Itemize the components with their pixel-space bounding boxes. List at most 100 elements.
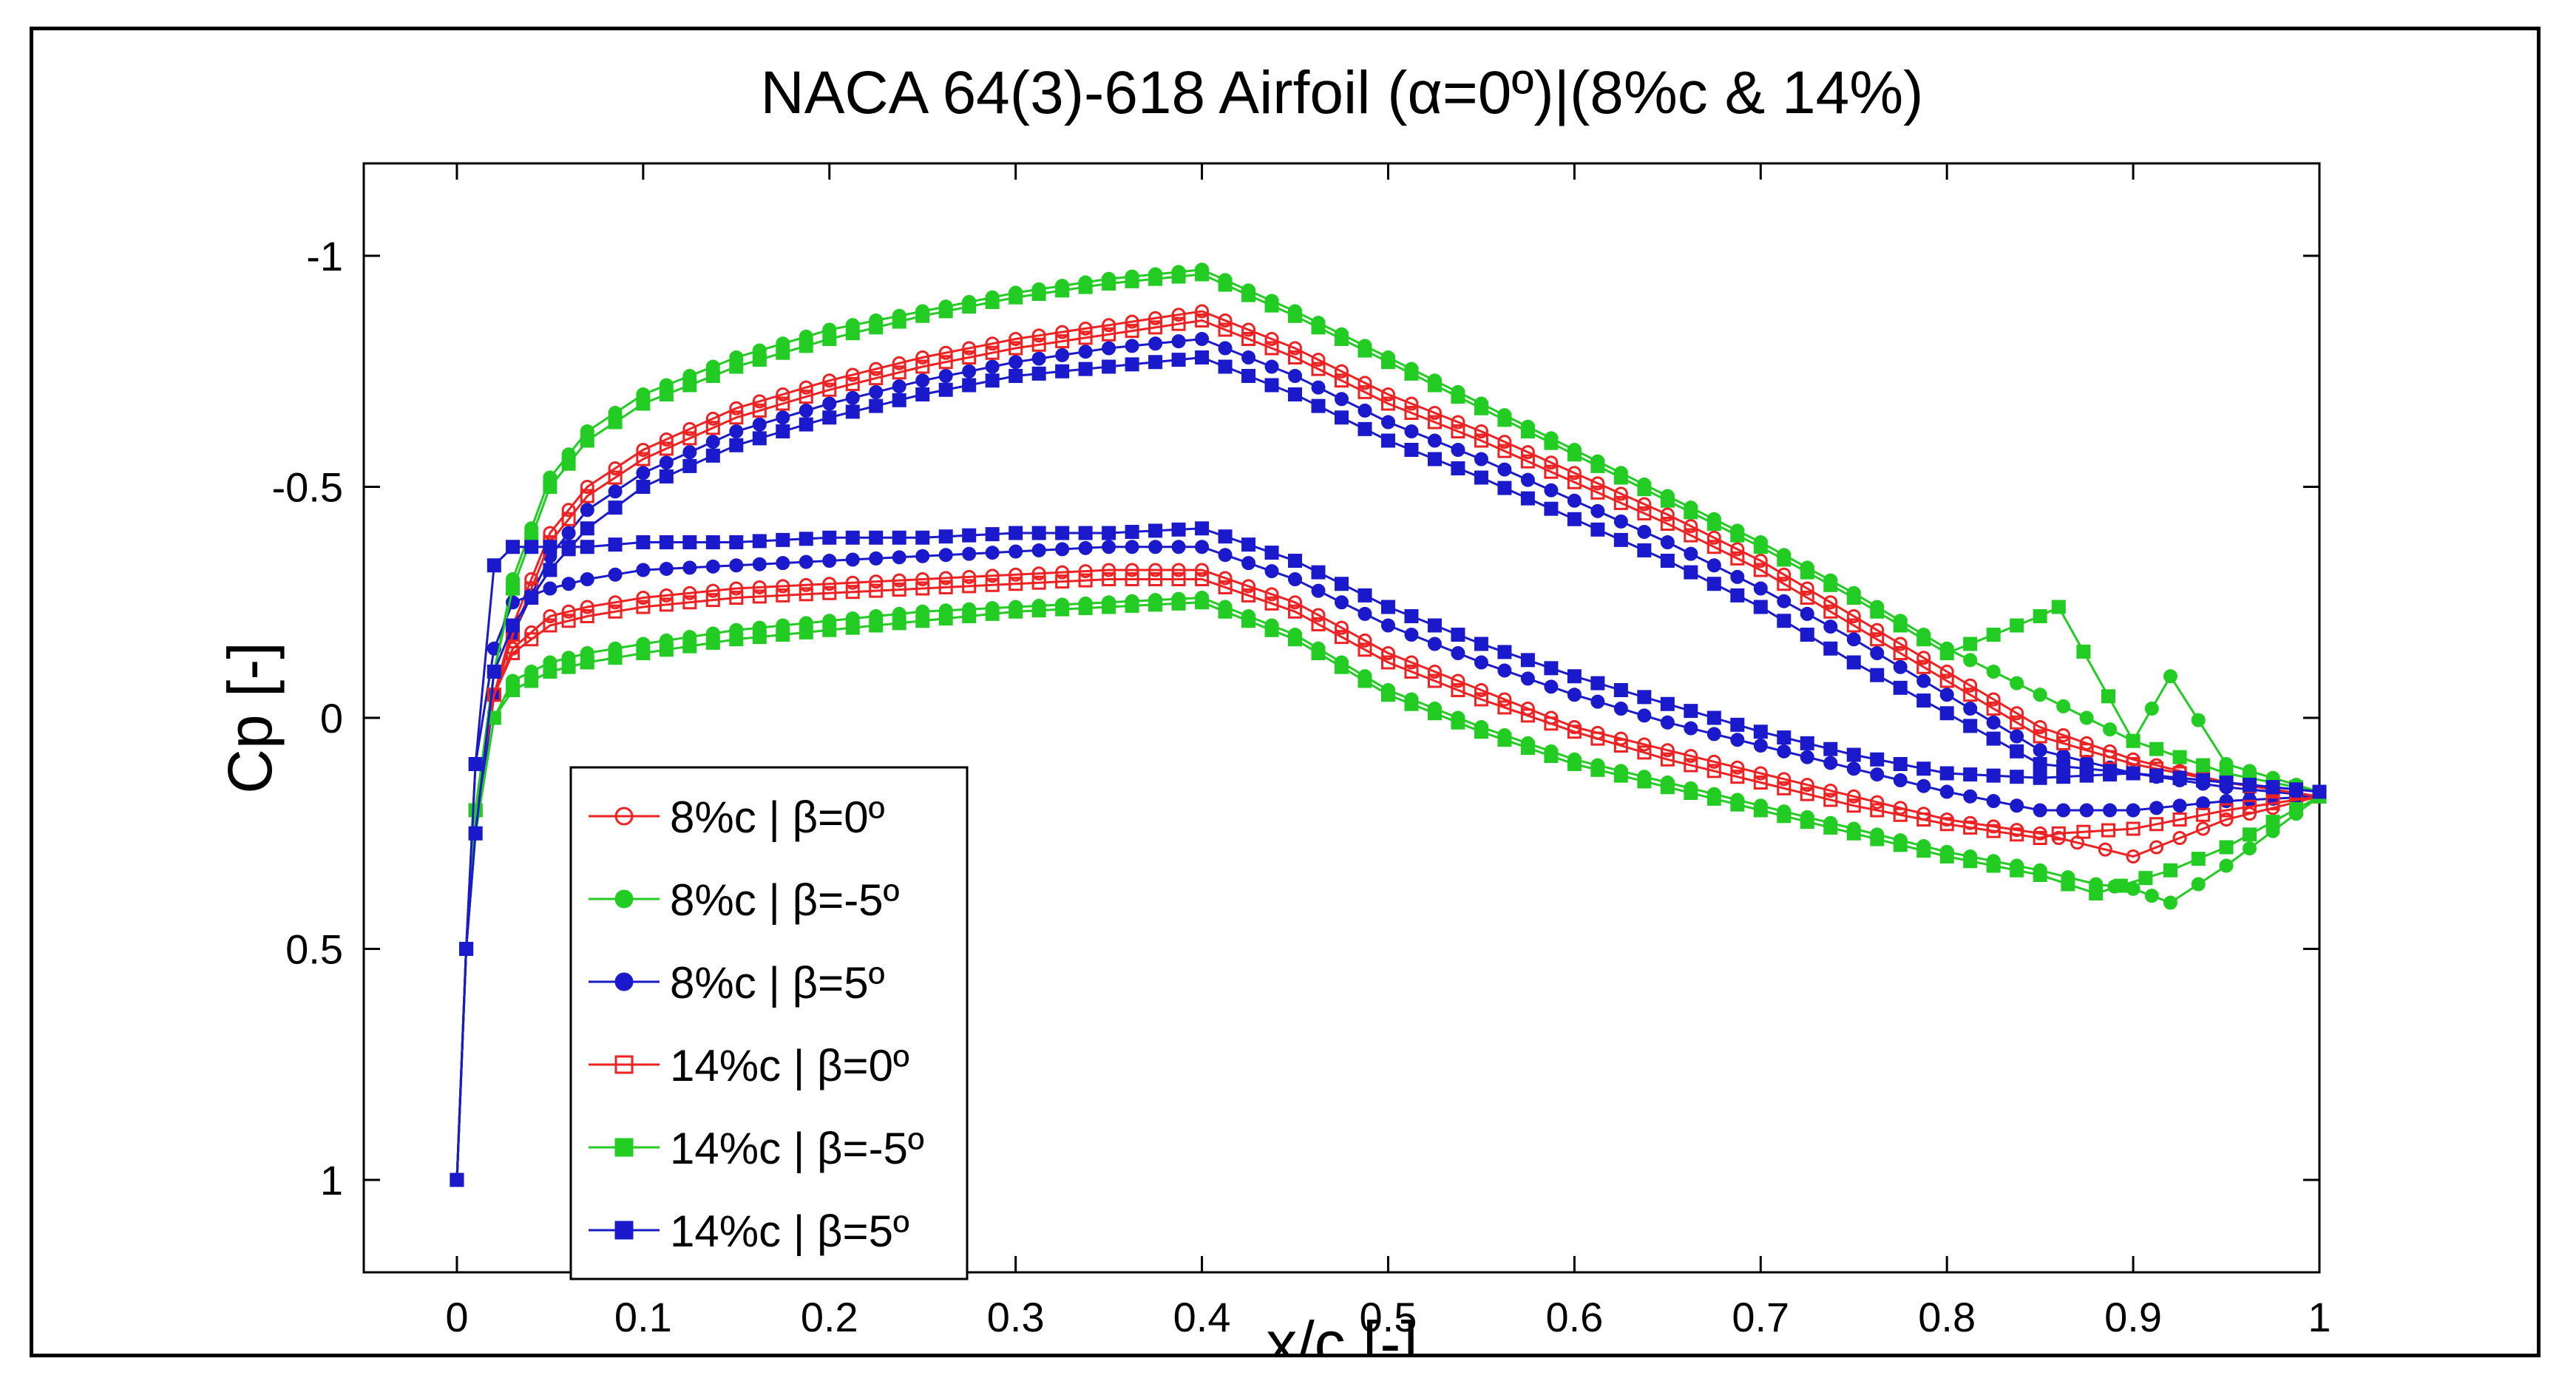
data-point xyxy=(1451,646,1465,660)
data-point xyxy=(1730,542,1745,557)
data-point xyxy=(2126,849,2141,863)
data-point xyxy=(1613,486,1628,501)
data-point xyxy=(752,431,767,446)
data-point xyxy=(2265,815,2280,829)
data-point xyxy=(799,532,813,546)
data-point xyxy=(2163,895,2177,910)
data-point xyxy=(1451,683,1465,697)
data-point xyxy=(869,530,884,545)
data-point xyxy=(1706,517,1721,531)
data-point xyxy=(822,554,837,568)
data-point xyxy=(608,484,623,499)
data-point xyxy=(1380,433,1395,448)
data-point xyxy=(729,424,744,438)
data-point xyxy=(2033,831,2047,845)
data-point xyxy=(682,586,697,600)
data-point xyxy=(2265,780,2280,795)
data-point xyxy=(1125,572,1139,586)
data-point xyxy=(1706,710,1721,725)
data-point xyxy=(915,530,930,545)
data-point xyxy=(1777,577,1792,591)
data-point xyxy=(1544,464,1559,479)
data-point xyxy=(1335,373,1349,388)
x-tick-label: 0.4 xyxy=(1173,1294,1231,1340)
data-point xyxy=(2010,770,2024,784)
data-point xyxy=(1125,357,1139,372)
data-point xyxy=(1427,618,1442,633)
data-point xyxy=(1009,355,1023,370)
data-point xyxy=(1474,401,1488,415)
data-point xyxy=(1893,757,1908,771)
data-point xyxy=(799,339,813,353)
data-point xyxy=(938,580,953,594)
legend-box xyxy=(569,766,969,1280)
data-point xyxy=(1427,415,1442,430)
data-point xyxy=(2056,727,2071,742)
data-point xyxy=(1451,443,1465,457)
data-point xyxy=(1358,606,1372,621)
data-point xyxy=(1335,595,1349,610)
data-point xyxy=(985,546,1000,560)
data-point xyxy=(2149,801,2164,815)
data-point xyxy=(2196,796,2211,811)
data-point xyxy=(1637,737,1652,752)
data-point xyxy=(1800,736,1814,750)
data-point xyxy=(1380,355,1395,370)
data-point xyxy=(682,560,697,575)
data-point xyxy=(1939,673,1954,688)
data-point xyxy=(1427,452,1442,466)
data-point xyxy=(2010,676,2024,690)
legend-entry: 14%c | β=5º xyxy=(589,1207,909,1256)
data-point xyxy=(938,345,953,360)
data-point xyxy=(1474,637,1488,651)
data-point xyxy=(2126,733,2141,748)
data-point xyxy=(705,448,720,463)
data-point xyxy=(1963,719,1978,733)
data-point xyxy=(659,588,674,603)
x-tick-label: 0.1 xyxy=(614,1294,672,1340)
data-point xyxy=(2010,827,2024,842)
data-point xyxy=(580,433,594,448)
data-point xyxy=(2051,826,2066,841)
data-point xyxy=(1963,820,1978,835)
data-point xyxy=(561,604,576,619)
data-point xyxy=(1404,609,1419,623)
data-point xyxy=(608,501,623,515)
data-point xyxy=(682,378,697,393)
data-point xyxy=(1474,692,1488,707)
data-point xyxy=(1777,567,1792,582)
data-point xyxy=(1777,781,1792,795)
data-point xyxy=(1777,730,1792,745)
data-point xyxy=(561,614,576,628)
y-axis-title: Cp [-] xyxy=(215,642,285,793)
data-point xyxy=(1195,572,1210,586)
data-point xyxy=(2172,831,2187,845)
data-point xyxy=(1031,566,1046,581)
data-point xyxy=(682,535,697,549)
data-point xyxy=(1684,565,1698,580)
data-point xyxy=(2149,817,2164,832)
data-point xyxy=(1404,443,1419,457)
data-point xyxy=(776,396,790,411)
data-point xyxy=(1706,530,1721,545)
data-point xyxy=(1148,540,1163,554)
data-point xyxy=(1846,761,1861,776)
data-point xyxy=(1497,700,1512,715)
data-point xyxy=(729,558,744,573)
data-point xyxy=(2126,803,2141,818)
data-point xyxy=(2138,871,2153,886)
data-point xyxy=(1380,646,1395,660)
data-point xyxy=(2103,767,2118,782)
data-point xyxy=(845,404,860,419)
data-point xyxy=(1939,766,1954,781)
data-point xyxy=(2144,889,2159,903)
data-point xyxy=(799,577,813,592)
data-point xyxy=(1544,716,1559,731)
data-point xyxy=(1404,655,1419,670)
data-point xyxy=(2010,863,2024,878)
data-point xyxy=(1800,628,1814,642)
y-tick-label: -1 xyxy=(306,233,343,279)
data-point xyxy=(822,622,837,637)
data-point xyxy=(1730,717,1745,732)
data-point xyxy=(1823,756,1838,770)
